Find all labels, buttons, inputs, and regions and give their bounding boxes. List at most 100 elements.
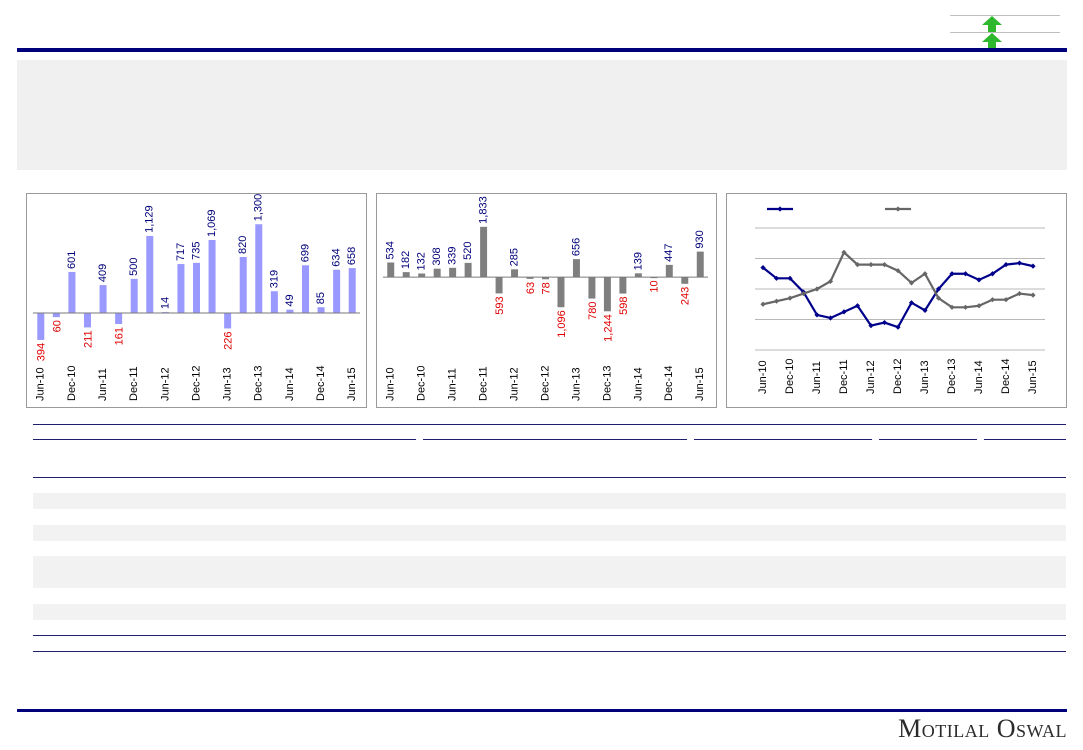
data-label: 394 [36,343,48,361]
tick-label: Dec-14 [663,366,675,401]
tick-label: Jun-13 [919,360,931,394]
bar [317,307,325,314]
data-label: 534 [385,241,397,259]
bar [68,271,76,314]
data-label: 226 [223,331,235,349]
bar [588,277,596,299]
data-label: 409 [97,264,109,282]
data-label: 598 [618,297,630,315]
bar [572,259,580,278]
data-point [1016,290,1023,297]
tick-label: Jun-13 [570,367,582,401]
bar [511,269,519,278]
bar [402,272,410,278]
data-point [760,301,766,307]
tick-label: Jun-12 [865,360,877,394]
summary-band [17,60,1067,170]
table-row [33,525,1066,541]
table-row [33,556,1066,588]
tick-label: Dec-12 [892,359,904,394]
data-label: 735 [190,241,202,259]
bar [619,277,627,294]
data-point [881,319,888,326]
data-point [922,271,928,277]
up-arrow-icon [982,16,1002,32]
data-point [949,271,955,277]
bar [208,240,216,314]
table-header-rule [33,477,1066,478]
tick-label: Jun-11 [811,361,823,394]
bar [495,277,503,294]
chart-panel-1: 394 60 601 211 409 161 500 1,129 14 717 735 1,069 22… [26,193,367,408]
tick-label: Dec-12 [539,366,551,401]
data-point [962,271,969,277]
bar [449,267,457,278]
data-point [935,286,942,292]
data-point [949,304,955,310]
data-label: 658 [346,247,358,265]
bar [696,251,704,278]
bar [557,277,565,308]
bar [130,278,138,314]
tick-label: Jun-14 [284,367,296,401]
legend-marker [777,206,783,212]
data-label: 593 [494,296,506,314]
bar [433,268,441,278]
tick-label: Dec-14 [315,366,327,401]
bar [177,264,185,314]
data-point [962,304,969,310]
bar [192,262,201,314]
bar [286,309,294,314]
footer-rule [17,709,1067,712]
tick-label: Jun-10 [385,367,397,401]
data-label: 1,300 [253,194,265,221]
tick-label: Dec-13 [946,359,958,394]
table-group-rule [33,439,416,440]
data-point [814,312,820,318]
tick-label: Dec-10 [416,366,428,401]
tick-label: Jun-15 [1027,360,1039,394]
table-row [33,604,1066,620]
bar [333,269,341,314]
tick-label: Dec-12 [190,366,202,401]
bar [526,277,534,279]
bar [650,277,658,279]
tick-label: Jun-10 [757,360,769,394]
data-point [989,271,996,277]
data-label: 10 [649,280,661,292]
data-label: 161 [114,327,126,345]
data-point [787,275,793,281]
table-group-rule [423,439,687,440]
tick-label: Jun-15 [346,367,358,401]
bar [634,273,642,278]
tick-label: Dec-11 [478,366,490,401]
tick-label: Jun-11 [447,368,459,401]
up-arrow-icon [982,33,1002,49]
bar [270,291,278,314]
bar [99,285,107,314]
tick-label: Jun-10 [35,367,47,401]
table-bottom-rule [33,651,1066,652]
data-point [814,286,820,292]
data-point [773,298,780,304]
data-label: 60 [51,320,63,332]
data-label: 656 [570,238,582,256]
bar [681,277,689,284]
bar [37,313,45,340]
bar [239,257,247,314]
data-label: 1,069 [206,209,218,237]
data-label: 1,129 [144,205,156,233]
tick-label: Dec-13 [253,366,265,401]
bar [52,313,60,318]
tick-label: Dec-10 [66,366,78,401]
data-label: 285 [508,248,520,266]
data-point [1016,260,1023,266]
bar [480,226,488,278]
tick-label: Jun-12 [508,367,520,401]
data-label: 85 [315,292,327,304]
bar [348,268,356,314]
data-label: 243 [680,287,692,305]
data-point [1003,297,1009,303]
